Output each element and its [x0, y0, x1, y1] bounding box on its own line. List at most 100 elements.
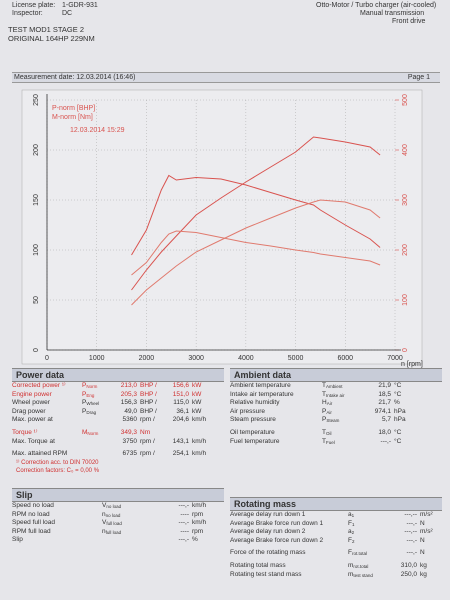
row-value: ----: [180, 527, 189, 535]
row-symbol: Vfull load: [102, 519, 152, 529]
legend-entry: M-norm [Nm]: [52, 114, 93, 121]
symbol-sub: Steam: [326, 418, 340, 424]
symbol-sub: Wheel: [86, 401, 100, 407]
symbol-sub: Norm: [86, 384, 98, 389]
row-symbol: PSteam: [322, 416, 358, 426]
section-title: Ambient data: [230, 368, 442, 382]
row-value: ---,--: [404, 528, 417, 536]
table-row: Slip ---,-%: [12, 536, 224, 545]
symbol-sub: Norm: [87, 430, 99, 436]
page-number: Page 1: [407, 74, 430, 81]
row-symbol: mtest stand: [348, 571, 384, 581]
row-value: 115,0: [173, 399, 189, 407]
symbol-sub: full load: [106, 521, 122, 527]
row-label: Rotating test stand mass: [230, 570, 302, 578]
row-value: 36,1: [176, 407, 189, 415]
row-value: ---,-: [178, 536, 189, 544]
table-row: RPM full load nfull load ---- rpm: [12, 528, 224, 537]
row-value: 3750: [122, 437, 137, 445]
row-value: 213,0: [120, 382, 137, 389]
x-tick-label: 7000: [387, 355, 403, 362]
symbol-sub: Air: [326, 401, 333, 407]
symbol: n: [102, 527, 106, 535]
table-row: Average Brake force run down 2 F2 ---,- N: [230, 537, 442, 546]
y2-tick-label: 200: [402, 244, 409, 256]
symbol: P: [322, 416, 327, 424]
row-label: Fuel temperature: [230, 437, 280, 445]
section-title: Power data: [12, 368, 224, 382]
row-value: km/h: [192, 502, 207, 509]
row-symbol: Frot.total: [348, 549, 384, 559]
row-symbol: PAir: [322, 408, 358, 418]
row-value: kg: [420, 570, 427, 578]
legend-entry: P-norm [BHP]: [52, 105, 95, 112]
symbol-sub: Drag: [86, 409, 97, 415]
row-symbol: [102, 536, 152, 545]
y-tick-label: 50: [33, 296, 40, 304]
row-value: kW: [192, 407, 202, 415]
row-value: ---,-: [178, 519, 189, 527]
table-row: Oil temperature TOil 18,0 °C: [230, 429, 442, 438]
row-value: kW: [192, 382, 202, 389]
table-row: Max. power at 5360 rpm / 204,6 km/h: [12, 416, 224, 425]
symbol: P: [322, 407, 327, 415]
symbol-sub: Air: [326, 409, 332, 415]
symbol: P: [82, 399, 87, 407]
table-row: Corrected power ¹⁾ PNorm 213,0 BHP / 156,6 kW: [12, 382, 224, 391]
row-value: ---,-: [406, 519, 417, 527]
chart: 0 1000 2000 3000 4000 5000 6000 700005010015020…: [21, 89, 423, 368]
table-row: Average Brake force run down 1 F1 ---,- N: [230, 520, 442, 529]
row-symbol: F2: [348, 537, 384, 547]
table-row: Rotating total mass mrot.total 310,0 kg: [230, 562, 442, 571]
data-line: [131, 199, 381, 306]
symbol-sub: Oil: [325, 430, 332, 436]
table-row: Torque ¹⁾ MNorm 349,3 Nm: [12, 429, 224, 438]
row-value: BHP /: [140, 407, 157, 415]
row-symbol: PEng: [82, 391, 114, 401]
row-value: km/h: [192, 450, 207, 458]
symbol: T: [322, 382, 326, 389]
row-value: 310,0: [400, 561, 417, 569]
row-value: hPa: [394, 407, 406, 415]
symbol-sub: no load: [105, 512, 121, 518]
x-tick-label: 5000: [288, 355, 304, 362]
ambient-section: Ambient data Ambient temperature TAmbient 2…: [230, 368, 442, 446]
row-symbol: HAir: [322, 399, 358, 409]
data-line: [131, 230, 381, 276]
row-symbol: TAmbient: [322, 382, 358, 392]
row-value: m/s²: [420, 528, 433, 536]
row-value: 143,1: [172, 437, 189, 445]
row-label: Max. Torque at: [12, 437, 55, 445]
row-value: ---,--: [404, 511, 417, 518]
symbol: a: [348, 511, 352, 518]
symbol: P: [82, 382, 87, 389]
symbol: F: [348, 536, 352, 544]
symbol: V: [102, 519, 107, 527]
row-value: 250,0: [400, 570, 417, 578]
symbol-sub: full load: [105, 529, 122, 535]
row-value: rpm /: [140, 416, 155, 424]
x-tick-label: 1000: [89, 355, 105, 362]
slip-section: Slip Speed no load Vno load ---,- km/h RPM no…: [12, 488, 224, 545]
table-row: Speed full load Vfull load ---,- km/h: [12, 519, 224, 528]
row-value: 204,6: [172, 416, 189, 424]
row-symbol: [82, 450, 114, 459]
x-tick-label: 3000: [188, 355, 204, 362]
symbol-sub: Ambient: [325, 384, 343, 389]
row-label: Drag power: [12, 407, 46, 415]
row-value: N: [420, 549, 425, 557]
row-value: °C: [394, 390, 402, 398]
row-value: 18,5: [378, 390, 391, 398]
row-value: BHP /: [140, 399, 157, 407]
row-value: 156,3: [120, 399, 137, 407]
power-section: Power data Corrected power ¹⁾ PNorm 213,0 BH…: [12, 368, 224, 475]
row-value: 254,1: [172, 450, 189, 458]
y-tick-label: 150: [33, 194, 40, 206]
row-value: BHP /: [140, 382, 157, 389]
row-symbol: nno load: [102, 511, 152, 521]
row-value: 5360: [122, 416, 137, 424]
row-value: kW: [192, 399, 202, 407]
row-value: km/h: [192, 416, 207, 424]
symbol-sub: no load: [106, 504, 122, 509]
row-value: BHP /: [140, 390, 157, 398]
